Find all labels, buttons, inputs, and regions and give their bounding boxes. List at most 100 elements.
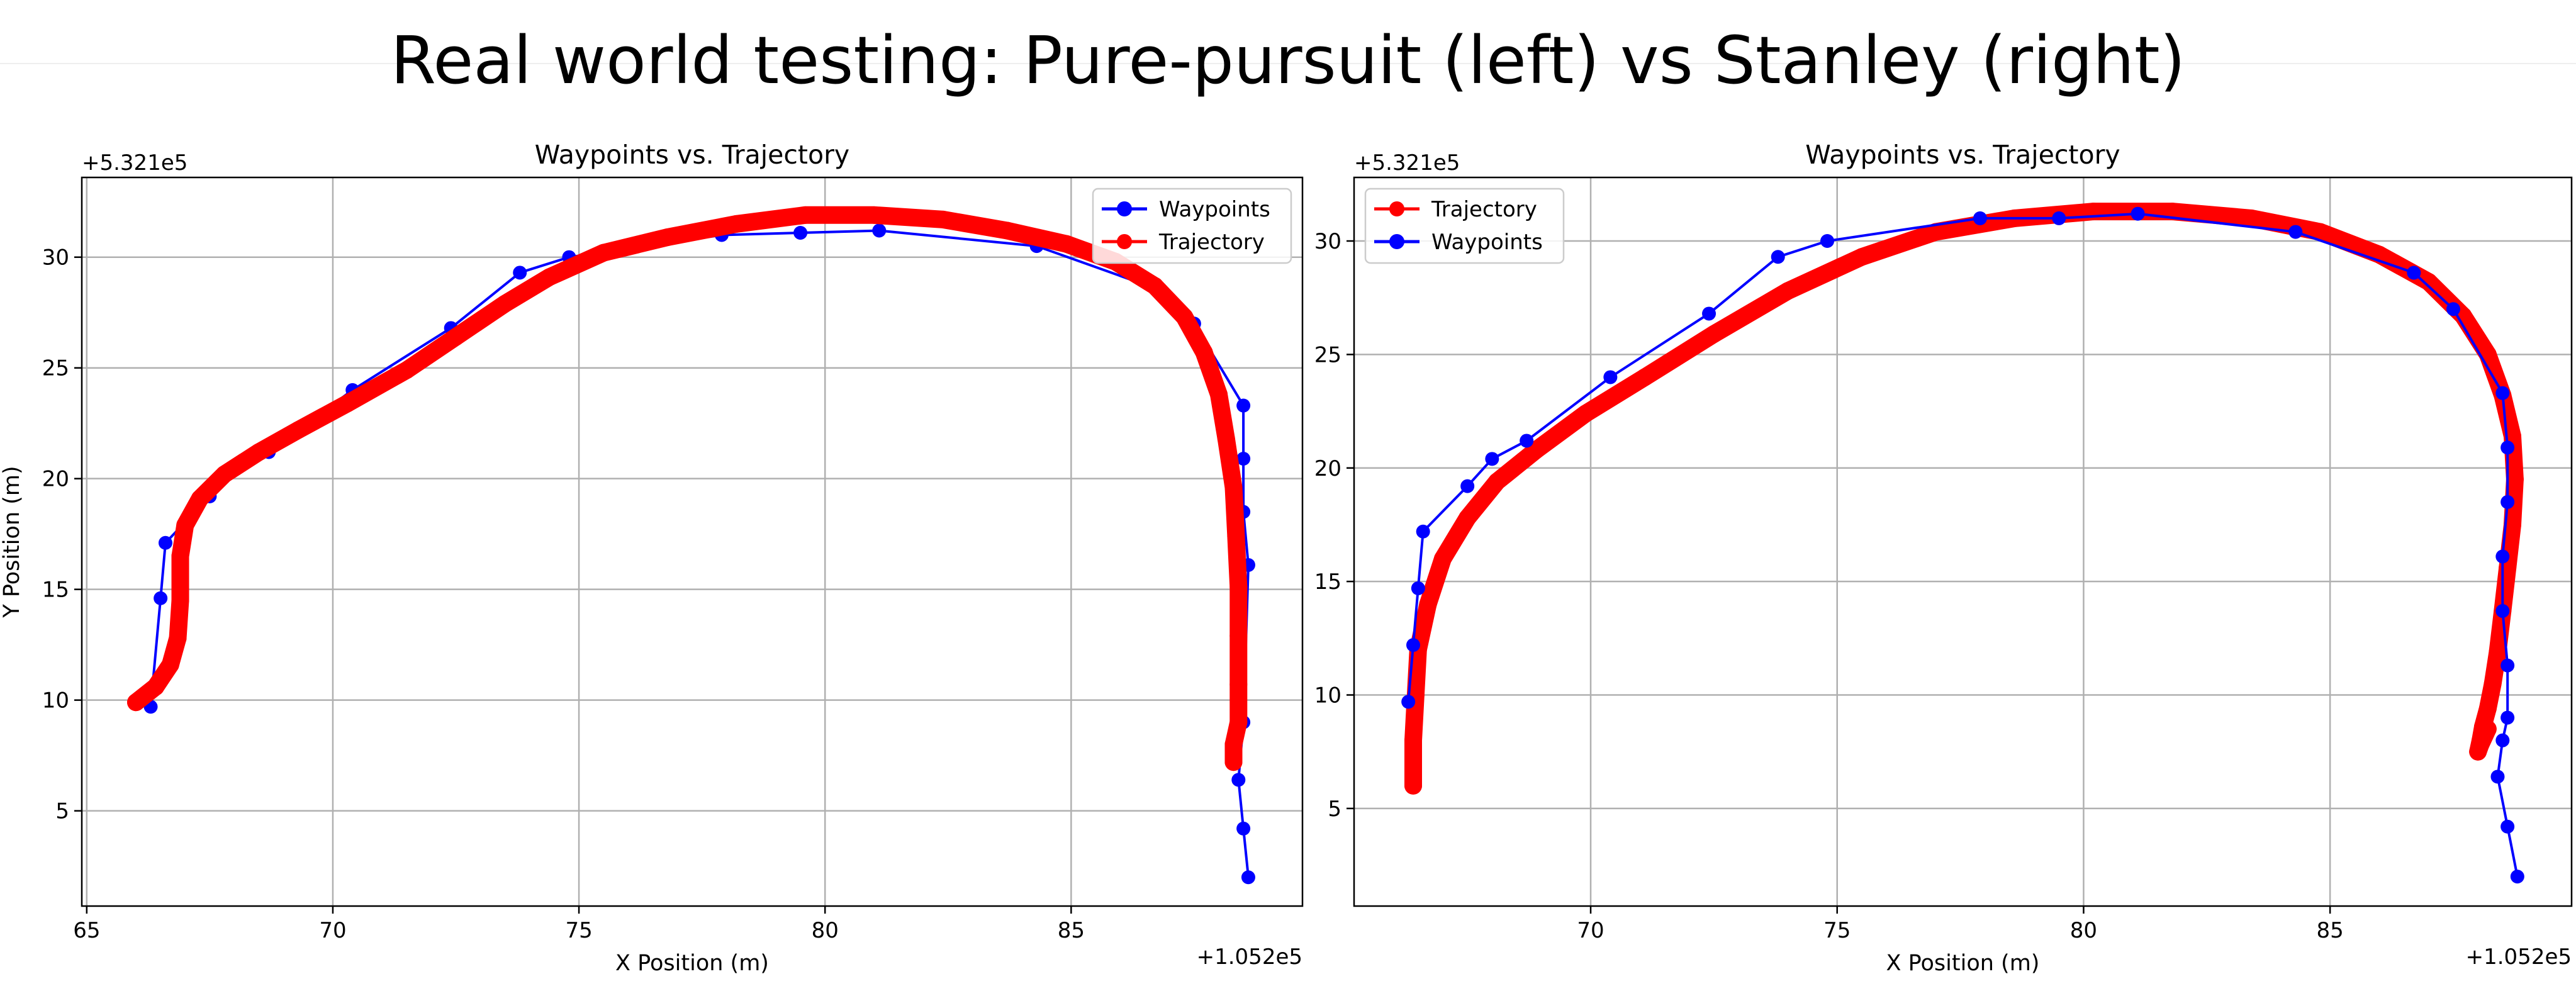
data-point-trajectory	[2163, 203, 2181, 221]
data-point-waypoints	[1236, 452, 1251, 466]
data-point-waypoints	[1820, 234, 1835, 249]
legend-item-trajectory: Trajectory	[1374, 197, 1537, 222]
data-point-trajectory	[2489, 642, 2507, 661]
data-point-trajectory	[998, 221, 1016, 240]
data-point-waypoints	[2052, 211, 2066, 225]
data-point-trajectory	[250, 443, 268, 461]
data-point-trajectory	[176, 516, 194, 534]
data-point-trajectory	[1705, 325, 1723, 343]
data-point-trajectory	[2506, 470, 2524, 488]
data-point-trajectory	[1577, 405, 1595, 423]
data-point-trajectory	[1488, 473, 1506, 491]
data-point-trajectory	[2419, 272, 2438, 291]
data-point-waypoints	[1236, 398, 1251, 413]
series-trajectory	[1404, 203, 2524, 795]
data-point-trajectory	[169, 629, 187, 647]
legend-item-waypoints: Waypoints	[1374, 230, 1543, 255]
data-point-trajectory	[1057, 235, 1075, 253]
series-waypoints	[143, 223, 1255, 885]
series-line-waypoints	[149, 229, 1250, 879]
x-tick-label: 80	[812, 918, 839, 943]
y-tick-label: 10	[1314, 683, 1341, 708]
chart-left: 65 70 75 80 85 5 10 15 20 25 30 +5.321e5 +1.052e5 Way…	[0, 140, 1304, 976]
data-point-waypoints	[2500, 658, 2515, 673]
plot-area	[127, 206, 1255, 885]
page-title: Real world testing: Pure-pursuit (left) …	[390, 22, 2186, 99]
data-point-trajectory	[2478, 345, 2497, 364]
data-point-trajectory	[496, 294, 514, 313]
data-point-waypoints	[2500, 819, 2515, 834]
y-tick-label: 15	[1314, 569, 1341, 595]
data-point-trajectory	[2472, 736, 2490, 754]
data-point-trajectory	[2478, 700, 2497, 718]
data-point-trajectory	[658, 228, 676, 247]
data-point-waypoints	[1771, 250, 1785, 264]
data-point-trajectory	[1210, 385, 1228, 403]
data-point-waypoints	[793, 225, 808, 240]
data-point-trajectory	[171, 547, 189, 565]
data-point-waypoints	[2495, 386, 2510, 400]
data-point-trajectory	[1195, 344, 1213, 362]
plot-area	[1401, 203, 2524, 884]
data-point-waypoints	[1401, 695, 1416, 709]
data-point-waypoints	[2500, 495, 2515, 509]
data-point-trajectory	[1229, 713, 1248, 731]
data-point-waypoints	[1236, 821, 1251, 836]
y-tick-label: 30	[1314, 229, 1341, 254]
data-point-waypoints	[1241, 870, 1255, 885]
y-tick-label: 5	[1328, 797, 1341, 822]
data-point-trajectory	[2311, 223, 2329, 241]
legend-label: Waypoints	[1159, 197, 1270, 222]
legend: Trajectory Waypoints	[1364, 188, 1565, 264]
data-point-trajectory	[2484, 675, 2502, 693]
data-point-trajectory	[1227, 527, 1245, 546]
data-point-waypoints	[158, 535, 172, 550]
data-point-waypoints	[1485, 452, 1499, 466]
x-tick-label: 75	[1823, 918, 1851, 943]
data-point-trajectory	[1419, 595, 1437, 613]
data-point-trajectory	[540, 268, 559, 286]
data-point-waypoints	[1460, 479, 1475, 493]
data-point-trajectory	[2242, 209, 2260, 227]
data-point-waypoints	[1416, 524, 1430, 539]
data-point-waypoints	[1231, 773, 1246, 787]
x-axis-label: X Position (m)	[615, 951, 769, 976]
data-point-waypoints	[2500, 440, 2515, 455]
data-point-waypoints	[2490, 770, 2505, 784]
data-point-trajectory	[1779, 282, 1797, 300]
data-point-trajectory	[1217, 430, 1235, 448]
series-trajectory	[127, 206, 1248, 771]
data-point-trajectory	[171, 591, 189, 610]
data-point-trajectory	[2478, 720, 2497, 738]
x-axis-label: X Position (m)	[1886, 951, 2040, 976]
data-point-waypoints	[154, 591, 168, 605]
data-point-trajectory	[595, 244, 613, 262]
data-point-trajectory	[1927, 223, 1945, 241]
data-point-waypoints	[2510, 870, 2524, 884]
y-tick-label: 25	[42, 356, 69, 381]
x-tick-label: 80	[2070, 918, 2097, 943]
data-point-waypoints	[2131, 206, 2145, 221]
x-offset-label: +1.052e5	[2466, 944, 2572, 970]
x-offset-label: +1.052e5	[1197, 944, 1302, 970]
y-tick-label: 15	[42, 578, 69, 603]
data-point-waypoints	[2495, 604, 2510, 619]
data-point-waypoints	[1520, 434, 1534, 448]
data-point-trajectory	[1404, 731, 1423, 749]
data-point-trajectory	[934, 210, 952, 228]
data-point-trajectory	[147, 678, 165, 696]
y-offset-label: +5.321e5	[1354, 150, 1460, 176]
legend-item-waypoints: Waypoints	[1102, 197, 1270, 222]
data-point-trajectory	[1229, 676, 1248, 694]
y-offset-label: +5.321e5	[82, 150, 188, 176]
data-point-trajectory	[1229, 578, 1248, 596]
series-line-trajectory	[1404, 203, 2524, 795]
data-point-trajectory	[1224, 478, 1243, 496]
chart-title: Waypoints vs. Trajectory	[535, 140, 849, 170]
chart-right: 70 75 80 85 5 10 15 20 25 30 +5.321e5 +1.052e5 Waypo…	[1314, 140, 2573, 976]
data-point-trajectory	[339, 395, 357, 413]
y-tick-label: 30	[42, 245, 69, 271]
legend-label: Trajectory	[1158, 230, 1265, 255]
data-point-trajectory	[796, 206, 814, 224]
legend-item-trajectory: Trajectory	[1102, 230, 1265, 255]
